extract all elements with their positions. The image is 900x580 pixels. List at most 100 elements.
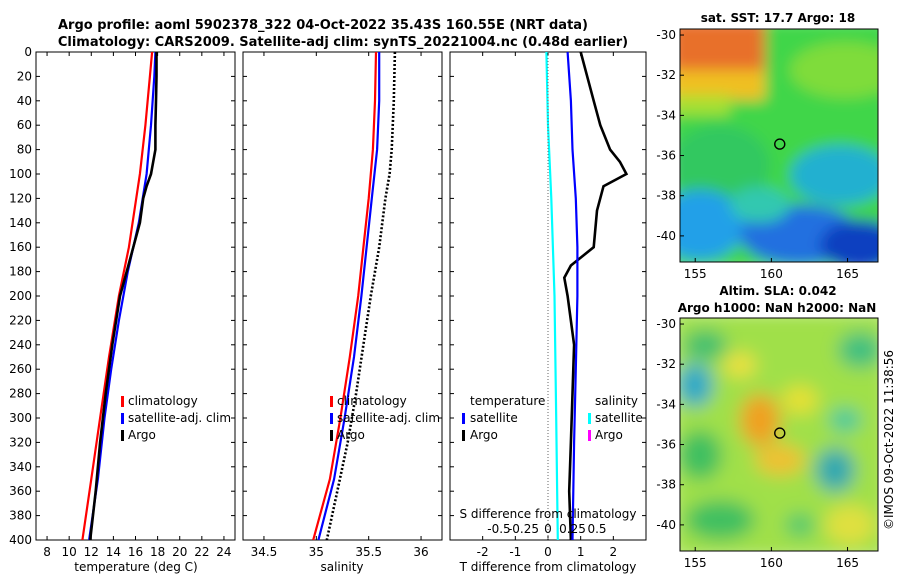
depth-tick-label: 200 bbox=[9, 289, 32, 303]
x-tick-label: 16 bbox=[128, 545, 143, 559]
legend-label: satellite-adj. clim bbox=[337, 411, 440, 425]
x-tick-label: 35.5 bbox=[355, 545, 382, 559]
sla-lat-axis: -30 -32 -34 -36 -38 -40 bbox=[656, 317, 684, 532]
s-diff-tick-label: 0 bbox=[544, 522, 552, 536]
sla-map-title: Altim. SLA: 0.042 bbox=[719, 284, 836, 298]
depth-tick-label: 80 bbox=[17, 143, 32, 157]
x-tick-label: 14 bbox=[106, 545, 121, 559]
temperature-xlabel: temperature (deg C) bbox=[74, 560, 197, 574]
x-tick-label: -1 bbox=[509, 545, 521, 559]
s-difference-ticks: -0.5-0.25 0 0.25 0.5 bbox=[487, 522, 606, 536]
legend-heading-temperature: temperature bbox=[470, 394, 545, 408]
sla-lon-axis: 155 160 165 bbox=[684, 547, 859, 570]
x-tick-label: -2 bbox=[477, 545, 489, 559]
legend-label: climatology bbox=[128, 394, 198, 408]
lon-tick-label: 165 bbox=[836, 556, 859, 570]
temperature-series bbox=[81, 51, 158, 541]
s-diff-tick-label: -0.25 bbox=[508, 522, 539, 536]
depth-tick-label: 360 bbox=[9, 484, 32, 498]
legend-swatch bbox=[121, 413, 124, 424]
salinity-axes-box bbox=[242, 51, 443, 541]
legend-swatch bbox=[462, 430, 465, 441]
lon-tick-label: 165 bbox=[836, 267, 859, 281]
s-diff-tick-label: 0.5 bbox=[587, 522, 606, 536]
argo-position-marker bbox=[774, 138, 786, 150]
x-tick-label: 36 bbox=[413, 545, 428, 559]
series-argo bbox=[88, 52, 158, 541]
series-satellite-adj-clim bbox=[317, 52, 381, 541]
sst-heatmap bbox=[680, 29, 878, 262]
x-tick-label: 24 bbox=[216, 545, 231, 559]
sla-heatmap bbox=[680, 318, 878, 551]
depth-tick-label: 280 bbox=[9, 387, 32, 401]
depth-tick-label: 40 bbox=[17, 94, 32, 108]
depth-tick-label: 120 bbox=[9, 191, 32, 205]
x-tick-label: 10 bbox=[62, 545, 77, 559]
salinity-xlabel: salinity bbox=[320, 560, 363, 574]
sst-map-frame bbox=[679, 28, 879, 263]
lat-tick-label: -30 bbox=[656, 317, 676, 331]
x-tick-label: 0 bbox=[544, 545, 552, 559]
s-diff-tick-label: -0.5 bbox=[487, 522, 510, 536]
legend-label: Argo bbox=[337, 428, 365, 442]
legend-label: Argo bbox=[470, 428, 498, 442]
x-tick-label: 1 bbox=[577, 545, 585, 559]
lat-tick-label: -34 bbox=[656, 397, 676, 411]
series-climatology bbox=[312, 51, 378, 541]
temperature-axes-box bbox=[35, 51, 236, 541]
depth-tick-label: 240 bbox=[9, 338, 32, 352]
sst-lon-axis: 155 160 165 bbox=[684, 258, 859, 281]
difference-x-axis: -2 -1 0 1 2 bbox=[477, 52, 617, 559]
legend-label: Argo bbox=[595, 428, 623, 442]
legend-swatch bbox=[330, 413, 333, 424]
legend-label: satellite bbox=[595, 411, 643, 425]
x-tick-label: 8 bbox=[43, 545, 51, 559]
depth-tick-label: 180 bbox=[9, 265, 32, 279]
difference-series bbox=[545, 51, 629, 541]
legend-label: satellite bbox=[470, 411, 518, 425]
s-diff-tick-label: 0.25 bbox=[559, 522, 586, 536]
legend-label: satellite-adj. clim bbox=[128, 411, 231, 425]
depth-tick-label: 100 bbox=[9, 167, 32, 181]
argo-position-marker bbox=[774, 427, 786, 439]
sst-lat-axis: -30 -32 -34 -36 -38 -40 bbox=[656, 28, 684, 243]
x-tick-label: 22 bbox=[194, 545, 209, 559]
lon-tick-label: 160 bbox=[760, 556, 783, 570]
lat-tick-label: -30 bbox=[656, 28, 676, 42]
s-difference-label: S difference from climatology bbox=[460, 507, 637, 521]
salinity-series bbox=[312, 51, 397, 541]
x-tick-label: 2 bbox=[610, 545, 618, 559]
lat-tick-label: -38 bbox=[656, 478, 676, 492]
sla-map-panel: Altim. SLA: 0.042 Argo h1000: NaN h2000:… bbox=[656, 284, 879, 570]
depth-tick-label: 0 bbox=[24, 45, 32, 59]
figure-title-line2: Climatology: CARS2009. Satellite-adj cli… bbox=[58, 35, 628, 50]
legend-swatch bbox=[121, 396, 124, 407]
x-tick-label: 18 bbox=[150, 545, 165, 559]
legend-swatch bbox=[121, 430, 124, 441]
depth-tick-label: 60 bbox=[17, 118, 32, 132]
salinity-panel: 34.5 35 35.5 36 salinity climatology satelli… bbox=[242, 51, 443, 574]
sla-map-frame bbox=[679, 317, 879, 552]
difference-panel: -2 -1 0 1 2 T difference from climatology S … bbox=[449, 51, 647, 574]
lat-tick-label: -38 bbox=[656, 189, 676, 203]
lat-tick-label: -32 bbox=[656, 68, 676, 82]
temperature-panel: 0 20 40 60 80 100 120 140 160 180 200 220 240 260 280 3… bbox=[9, 45, 236, 574]
depth-tick-label: 300 bbox=[9, 411, 32, 425]
series-climatology bbox=[81, 51, 154, 541]
lat-tick-label: -36 bbox=[656, 149, 676, 163]
t-difference-xlabel: T difference from climatology bbox=[459, 560, 637, 574]
salinity-x-axis: 34.5 35 35.5 36 bbox=[251, 52, 429, 559]
depth-tick-label: 340 bbox=[9, 460, 32, 474]
lat-tick-label: -34 bbox=[656, 108, 676, 122]
depth-tick-label: 260 bbox=[9, 362, 32, 376]
sst-map-title: sat. SST: 17.7 Argo: 18 bbox=[701, 11, 855, 25]
depth-tick-label: 400 bbox=[9, 533, 32, 547]
x-tick-label: 12 bbox=[84, 545, 99, 559]
lat-tick-label: -40 bbox=[656, 518, 676, 532]
salinity-legend: climatology satellite-adj. clim Argo bbox=[330, 394, 440, 442]
x-tick-label: 20 bbox=[172, 545, 187, 559]
depth-axis: 0 20 40 60 80 100 120 140 160 180 200 220 240 260 280 3… bbox=[9, 45, 235, 547]
legend-swatch bbox=[330, 396, 333, 407]
lon-tick-label: 155 bbox=[684, 556, 707, 570]
